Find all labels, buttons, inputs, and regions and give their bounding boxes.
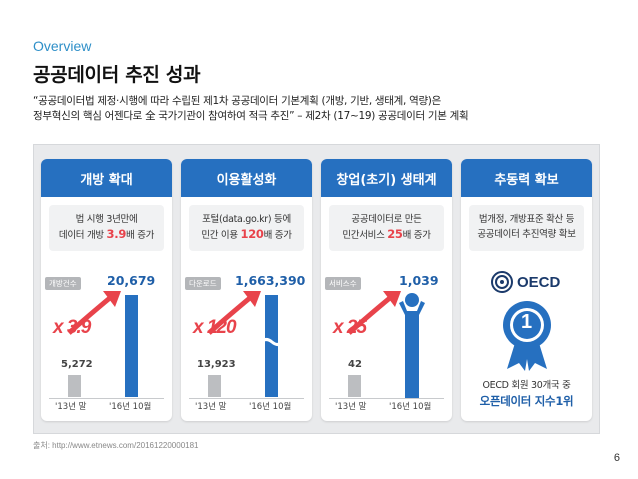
summary-line-1: 법개정, 개방표준 확산 등 xyxy=(478,214,575,225)
card-open-expansion: 개방 확대 법 시행 3년만에 데이터 개방 3.9배 증가 개방건수 20,6… xyxy=(41,159,172,421)
bar-2016 xyxy=(125,295,138,397)
summary-prefix: 민간 이용 xyxy=(201,230,241,241)
infographic-panel: 개방 확대 법 시행 3년만에 데이터 개방 3.9배 증가 개방건수 20,6… xyxy=(33,144,600,434)
baseline-value: 5,272 xyxy=(61,359,93,370)
medal-number: 1 xyxy=(521,311,533,333)
summary-line-2: 민간 이용 120배 증가 xyxy=(189,227,304,243)
axis-line xyxy=(49,398,164,399)
summary-line-1: 포털(data.go.kr) 등에 xyxy=(202,214,291,225)
growth-arrow-icon xyxy=(207,291,261,335)
tick-left: '13년 말 xyxy=(335,402,367,412)
tick-right: '16년 10월 xyxy=(249,402,292,412)
person-icon xyxy=(399,293,425,399)
growth-arrow-icon xyxy=(347,291,401,335)
oecd-logo-text: OECD xyxy=(517,273,561,291)
metric-tag: 다운로드 xyxy=(185,277,221,290)
tick-right: '16년 10월 xyxy=(109,402,152,412)
oecd-logo: OECD xyxy=(491,271,560,293)
page-number: 6 xyxy=(613,452,620,464)
current-value: 1,039 xyxy=(399,273,439,288)
tick-right: '16년 10월 xyxy=(389,402,432,412)
card-usage-activation: 이용활성화 포털(data.go.kr) 등에 민간 이용 120배 증가 다운… xyxy=(181,159,312,421)
oecd-rank-caption: 오픈데이터 지수1위 xyxy=(479,394,574,408)
summary-highlight: 3.9 xyxy=(106,227,127,241)
bar-2013 xyxy=(348,375,361,397)
bar-2013 xyxy=(68,375,81,397)
tick-left: '13년 말 xyxy=(195,402,227,412)
summary-line-2: 민간서비스 25배 증가 xyxy=(329,227,444,243)
tick-left: '13년 말 xyxy=(55,402,87,412)
axis-line xyxy=(189,398,304,399)
multiplier-label: x 3.9 xyxy=(53,317,91,338)
source-citation: 출처: http://www.etnews.com/20161220000181 xyxy=(33,441,199,450)
card-header: 이용활성화 xyxy=(181,159,312,197)
summary-suffix: 배 증가 xyxy=(126,230,155,241)
summary-highlight: 120 xyxy=(240,227,264,241)
card-header: 창업(초기) 생태계 xyxy=(321,159,452,197)
card-header: 개방 확대 xyxy=(41,159,172,197)
summary-line-1: 공공데이터로 만든 xyxy=(351,214,422,225)
oecd-emblem-icon xyxy=(491,271,513,293)
oecd-caption: OECD 회원 30개국 중 xyxy=(482,380,571,391)
summary-line-2: 데이터 개방 3.9배 증가 xyxy=(49,227,164,243)
summary-suffix: 배 증가 xyxy=(263,230,292,241)
summary-highlight: 25 xyxy=(387,227,403,241)
card-startup-ecosystem: 창업(초기) 생태계 공공데이터로 만든 민간서비스 25배 증가 서비스수 1… xyxy=(321,159,452,421)
card-summary: 법개정, 개방표준 확산 등 공공데이터 추진역량 확보 xyxy=(469,205,584,251)
current-value: 20,679 xyxy=(107,273,156,288)
bar-2016 xyxy=(265,295,278,397)
metric-tag: 서비스수 xyxy=(325,277,361,290)
description-line-2: 정부혁신의 핵심 어젠다로 全 국가기관이 참여하여 적극 추진” – 제2차 … xyxy=(33,110,469,122)
multiplier-label: x 25 xyxy=(333,317,367,338)
card-momentum: 추동력 확보 법개정, 개방표준 확산 등 공공데이터 추진역량 확보 OECD… xyxy=(461,159,592,421)
axis-line xyxy=(329,398,444,399)
card-summary: 공공데이터로 만든 민간서비스 25배 증가 xyxy=(329,205,444,251)
description-line-1: “공공데이터법 제정·시행에 따라 수립된 제1차 공공데이터 기본계획 (개방… xyxy=(33,95,441,107)
current-value: 1,663,390 xyxy=(235,273,306,288)
slide-title: 공공데이터 추진 성과 xyxy=(33,64,201,86)
summary-suffix: 배 증가 xyxy=(402,230,431,241)
metric-tag: 개방건수 xyxy=(45,277,81,290)
summary-line-2: 공공데이터 추진역량 확보 xyxy=(477,229,576,240)
summary-line-1: 법 시행 3년만에 xyxy=(75,214,138,225)
summary-prefix: 민간서비스 xyxy=(342,230,388,241)
summary-prefix: 데이터 개방 xyxy=(58,230,107,241)
axis-break-icon xyxy=(261,338,283,346)
overview-label: Overview xyxy=(33,38,92,54)
card-summary: 법 시행 3년만에 데이터 개방 3.9배 증가 xyxy=(49,205,164,251)
multiplier-label: x 120 xyxy=(193,317,237,338)
card-summary: 포털(data.go.kr) 등에 민간 이용 120배 증가 xyxy=(189,205,304,251)
growth-arrow-icon xyxy=(67,291,121,335)
bar-2013 xyxy=(208,375,221,397)
medal-icon xyxy=(503,301,551,371)
baseline-value: 13,923 xyxy=(197,359,236,370)
card-header: 추동력 확보 xyxy=(461,159,592,197)
baseline-value: 42 xyxy=(348,359,362,370)
